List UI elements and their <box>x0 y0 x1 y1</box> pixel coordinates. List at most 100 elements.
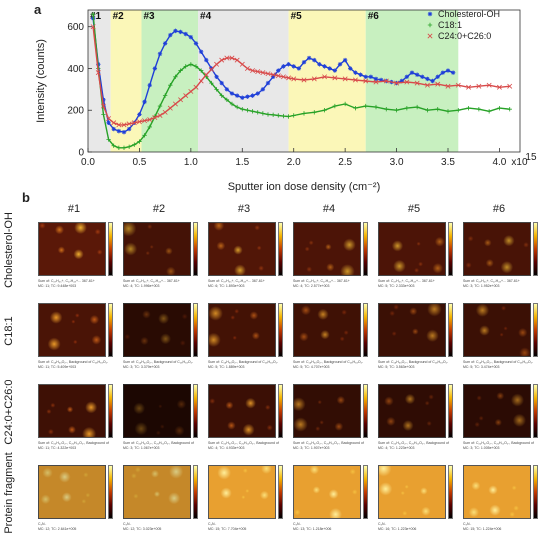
caption-line2-r4-c5: MC: 16; TC: 1.223e+006 <box>378 527 417 531</box>
colorbar-r4-c5 <box>448 465 453 519</box>
colorbar-r2-c5 <box>448 303 453 357</box>
caption-line2-r3-c1: MC: 11; TC: 4.322e+003 <box>38 446 77 450</box>
caption-line1-r4-c4: C₃N₋ <box>293 522 302 526</box>
caption-line2-r4-c3: MC: 15; TC: 7.704e+005 <box>208 527 247 531</box>
caption-line2-r1-c5: MC: 5; TC: 2.333e+003 <box>378 284 415 288</box>
caption-line1-r4-c1: C₃N₋ <box>38 522 47 526</box>
y-tick-label: 200 <box>67 106 84 117</box>
data-point <box>183 64 188 69</box>
colorbar-r2-c2 <box>193 303 198 357</box>
data-point <box>255 91 260 96</box>
data-point <box>265 80 271 86</box>
caption-line1-r1-c6: Sum of: C₂₇H₄₅+, C₂₇H₄₃+... 367-61+ <box>463 279 520 283</box>
caption-line1-r1-c4: Sum of: C₂₇H₄₅+, C₂₇H₄₃+... 367-61+ <box>293 279 350 283</box>
image-tile-r2-c6 <box>463 303 531 357</box>
caption-line2-r1-c2: MC: 4; TC: 1.996e+003 <box>123 284 160 288</box>
data-point <box>203 72 209 78</box>
x-tick-label: 4.0 <box>492 157 506 168</box>
data-point <box>332 68 338 73</box>
image-tile-r3-c4 <box>293 384 361 438</box>
data-point <box>250 68 256 74</box>
data-point <box>456 108 461 113</box>
data-point <box>260 87 266 92</box>
data-point <box>204 57 209 63</box>
data-point <box>198 68 204 73</box>
colorbar-r4-c1 <box>108 465 113 519</box>
caption-line2-r3-c5: MC: 4; TC: 1.223e+003 <box>378 446 415 450</box>
data-point <box>286 75 292 81</box>
data-point <box>301 111 307 116</box>
series-1 <box>90 16 456 135</box>
x-tick-label: 3.0 <box>390 157 404 168</box>
axes <box>87 9 521 153</box>
data-point <box>363 74 368 80</box>
caption-line1-r2-c5: Sum of: C₁₈H₃₃O₂-, Background of C₁₈H₃₃O… <box>378 360 449 364</box>
data-point <box>193 84 199 90</box>
x-tick-label: 0.5 <box>132 157 146 168</box>
data-point <box>224 97 230 102</box>
image-tile-r4-c4 <box>293 465 361 519</box>
data-point <box>311 76 317 82</box>
data-point <box>342 76 348 82</box>
data-point <box>245 108 250 113</box>
data-point <box>167 105 173 111</box>
data-point <box>497 105 502 111</box>
data-point <box>234 93 240 98</box>
data-point <box>137 112 142 117</box>
data-point <box>404 105 410 111</box>
data-point <box>162 93 168 98</box>
data-point <box>342 101 348 107</box>
colorbar-r4-c2 <box>193 465 198 519</box>
series-2 <box>90 11 512 151</box>
colorbar-r1-c4 <box>363 222 368 276</box>
data-point <box>209 80 214 86</box>
data-point <box>296 66 302 71</box>
column-header-4: #4 <box>322 203 336 215</box>
phase-label-2: #2 <box>113 11 125 22</box>
data-point <box>255 110 260 115</box>
data-point <box>116 122 122 128</box>
image-tile-r1-c3 <box>208 222 276 276</box>
data-point <box>301 77 307 83</box>
data-point <box>147 82 152 88</box>
data-point <box>322 74 328 80</box>
x-tick-label: 2.5 <box>338 157 352 168</box>
data-point <box>198 49 204 54</box>
legend-marker-1 <box>427 11 433 17</box>
data-point <box>106 137 111 142</box>
row-label-2: C18:1 <box>3 316 15 346</box>
plot-frame <box>87 9 521 153</box>
data-point <box>476 106 482 112</box>
data-point <box>152 66 158 71</box>
data-point <box>455 82 461 88</box>
data-point <box>106 120 111 125</box>
panel-a-letter: a <box>34 2 42 17</box>
data-point <box>306 55 312 61</box>
data-point <box>121 129 127 135</box>
data-point <box>476 83 482 89</box>
caption-line1-r3-c5: Sum of: C₂₄H₄₇O₂-, C₂₆H₅₁O₂-, Background… <box>378 441 449 445</box>
image-tile-r4-c1 <box>38 465 106 519</box>
caption-line1-r3-c2: Sum of: C₂₄H₄₇O₂-, C₂₆H₅₁O₂-, Background… <box>123 441 194 445</box>
colorbar-r1-c5 <box>448 222 453 276</box>
caption-line2-r2-c4: MC: 5; TC: 4.707e+003 <box>293 365 330 369</box>
data-point <box>384 106 389 112</box>
data-point <box>244 65 250 71</box>
data-point <box>440 70 446 75</box>
data-point <box>131 120 137 126</box>
data-point <box>188 62 194 67</box>
data-point <box>270 74 276 80</box>
y-tick-label: 0 <box>78 148 84 159</box>
data-point <box>111 143 116 148</box>
data-point <box>373 79 379 85</box>
data-point <box>394 108 399 113</box>
image-tile-r3-c5 <box>378 384 446 438</box>
data-point <box>353 70 358 75</box>
colorbar-r2-c4 <box>363 303 368 357</box>
image-tile-r3-c3 <box>208 384 276 438</box>
caption-line1-r4-c2: C₃N₋ <box>123 522 132 526</box>
colorbar-r4-c3 <box>278 465 283 519</box>
data-point <box>132 142 137 147</box>
data-point <box>265 71 271 77</box>
